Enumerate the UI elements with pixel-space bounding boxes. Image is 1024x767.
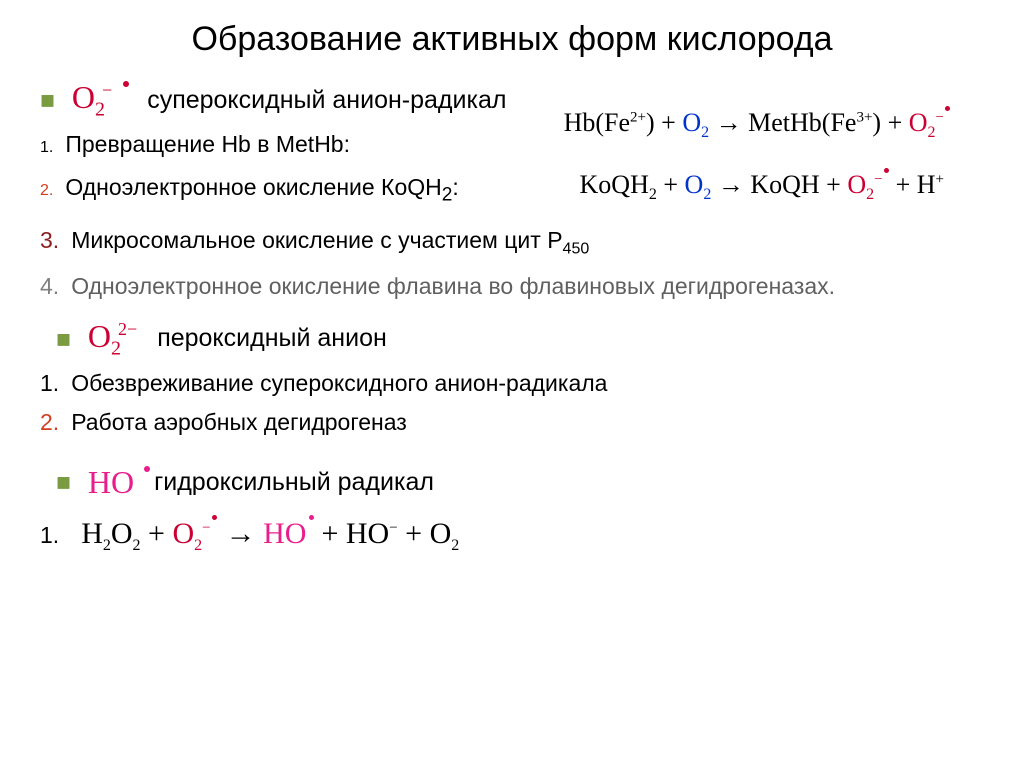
item-2-2: 2. Работа аэробных дегидрогеназ xyxy=(40,409,984,436)
section-header-3: ◆ HO гидроксильный радикал xyxy=(56,464,984,501)
section-label-3: гидроксильный радикал xyxy=(154,468,434,497)
bullet-icon: ◆ xyxy=(49,467,79,497)
bullet-icon: ◆ xyxy=(49,324,79,354)
item-num: 1. xyxy=(40,370,59,397)
item-text: Микросомальное окисление с участием цит … xyxy=(71,227,984,259)
page-title: Образование активных форм кислорода xyxy=(40,20,984,59)
item-num: 3. xyxy=(40,227,59,254)
formula-peroxide: O22− xyxy=(88,318,137,360)
formula-superoxide: O2− xyxy=(72,79,127,121)
eq-3: H2O2 + O2− → HO + HO− + O2 xyxy=(81,517,459,555)
item-1-1: 1. Превращение Hb в MetHb: Hb(Fe2+) + O2… xyxy=(40,131,984,158)
item-1-4: 4. Одноэлектронное окисление флавина во … xyxy=(40,273,984,300)
item-num: 1. xyxy=(40,139,53,157)
item-num: 2. xyxy=(40,409,59,436)
item-num: 4. xyxy=(40,273,59,300)
item-text: Одноэлектронное окисление флавина во фла… xyxy=(71,273,984,300)
eq-2: KoQH2 + O2 → KoQH + O2− + H+ xyxy=(580,169,944,204)
section-header-2: ◆ O22− пероксидный анион xyxy=(56,318,984,360)
section-label-1: супероксидный анион-радикал xyxy=(147,86,506,115)
formula-hydroxyl: HO xyxy=(88,464,154,501)
item-num: 1. xyxy=(40,522,59,549)
item-1-3: 3. Микросомальное окисление с участием ц… xyxy=(40,227,984,259)
item-2-1: 1. Обезвреживание супероксидного анион-р… xyxy=(40,370,984,397)
item-text: Обезвреживание супероксидного анион-ради… xyxy=(71,370,984,397)
item-3-1: 1. H2O2 + O2− → HO + HO− + O2 xyxy=(40,517,984,555)
item-1-2: 2. Одноэлектронное окисление КоQH2: KoQH… xyxy=(40,174,984,207)
section-label-2: пероксидный анион xyxy=(157,324,387,353)
item-text: Работа аэробных дегидрогеназ xyxy=(71,409,984,436)
bullet-icon: ◆ xyxy=(33,85,63,115)
item-num: 2. xyxy=(40,182,53,200)
eq-1: Hb(Fe2+) + O2 → MetHb(Fe3+) + O2− xyxy=(564,107,944,142)
